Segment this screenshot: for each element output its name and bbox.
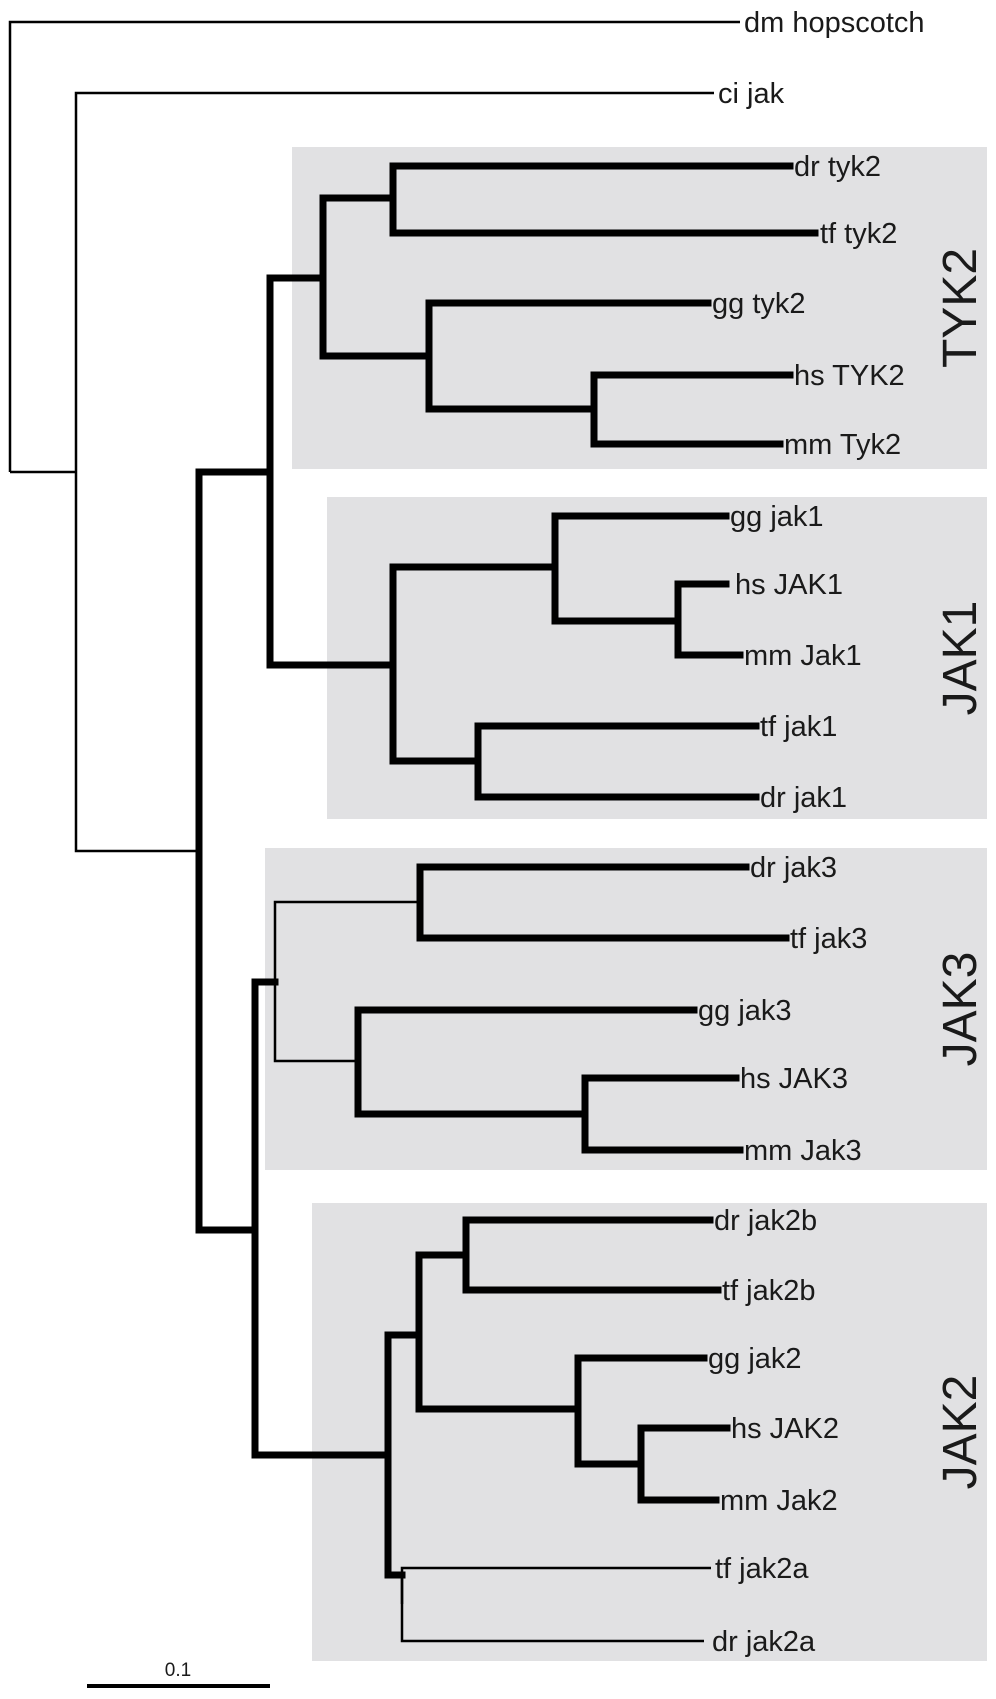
leaf-label: mm Jak3 [744, 1135, 862, 1167]
branch-jak2-stem [251, 1226, 392, 1459]
leaf-label: tf jak3 [790, 923, 867, 955]
branch-jak2a [400, 1566, 711, 1643]
branches-thin [8, 20, 740, 1643]
clade-box-tyk2 [292, 147, 987, 469]
leaf-label: mm Jak1 [744, 640, 862, 672]
group-label-tyk2: TYK2 [934, 248, 987, 368]
branch-jak3-jak2 [195, 978, 279, 1234]
leaf-label: dr tyk2 [794, 151, 881, 183]
leaf-label: dr jak3 [750, 852, 837, 884]
leaf-labels: dm hopscotch ci jak dr tyk2 tf tyk2 gg t… [698, 7, 925, 1658]
leaf-label: dm hopscotch [744, 7, 925, 39]
leaf-label: tf jak2b [722, 1275, 816, 1307]
group-label-jak2: JAK2 [934, 1375, 987, 1490]
branch-jak3-stem [273, 900, 420, 1063]
branches-thick [195, 162, 819, 1579]
branch-root [8, 20, 740, 472]
leaf-label: gg jak1 [730, 501, 824, 533]
leaf-label: dr jak1 [760, 782, 847, 814]
group-label-jak3: JAK3 [934, 952, 987, 1067]
clade-box-jak1 [327, 497, 987, 819]
clade-box-jak2 [312, 1203, 987, 1661]
leaf-label: gg tyk2 [712, 288, 806, 320]
scale-bar: 0.1 [87, 1660, 270, 1688]
leaf-label: gg jak3 [698, 995, 792, 1027]
leaf-label: tf jak2a [715, 1553, 809, 1585]
leaf-label: dr jak2b [714, 1205, 817, 1237]
branch-jak-family [195, 468, 274, 1234]
branch-ci-jak [74, 91, 714, 853]
leaf-label: hs TYK2 [794, 360, 905, 392]
clade-boxes [265, 147, 987, 1661]
leaf-label: gg jak2 [708, 1343, 802, 1375]
scale-bar-label: 0.1 [165, 1660, 191, 1681]
leaf-label: tf jak1 [760, 711, 837, 743]
leaf-label: tf tyk2 [820, 218, 897, 250]
leaf-label: hs JAK3 [740, 1063, 848, 1095]
leaf-label: ci jak [718, 78, 785, 110]
group-labels: TYK2 JAK1 JAK3 JAK2 [934, 248, 987, 1489]
leaf-label: dr jak2a [712, 1626, 816, 1658]
group-label-jak1: JAK1 [934, 601, 987, 716]
leaf-label: hs JAK1 [735, 569, 843, 601]
leaf-label: hs JAK2 [731, 1413, 839, 1445]
leaf-label: mm Jak2 [720, 1485, 838, 1517]
leaf-label: mm Tyk2 [784, 429, 901, 461]
